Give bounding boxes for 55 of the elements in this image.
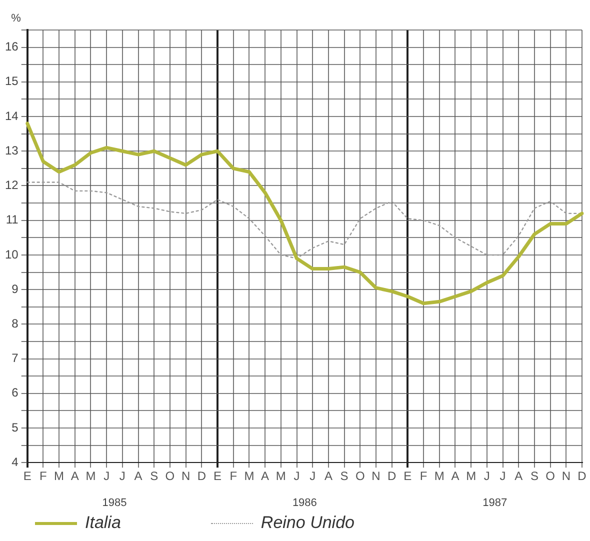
text: 1985: [102, 497, 127, 509]
x-tick-label: F: [40, 469, 47, 484]
x-tick-label: J: [500, 469, 506, 484]
x-tick-label: D: [578, 469, 587, 484]
x-tick-label: J: [484, 469, 490, 484]
x-tick-label: E: [23, 469, 32, 484]
x-tick-label: A: [134, 469, 142, 484]
y-tick-label: 16: [4, 40, 19, 54]
x-tick-label: M: [86, 469, 96, 484]
x-tick-label: M: [244, 469, 254, 484]
legend-label: Reino Unido: [260, 513, 354, 533]
legend-label: Italia: [85, 513, 121, 533]
y-axis-title: %: [11, 12, 22, 25]
x-tick-label: D: [388, 469, 396, 484]
y-tick-label: 4: [12, 454, 19, 469]
x-tick-label: J: [294, 469, 300, 484]
x-tick-label: A: [451, 469, 460, 484]
x-tick-label: S: [530, 469, 538, 484]
y-tick-label: 13: [4, 143, 19, 158]
text: 1987: [482, 497, 508, 509]
x-tick-label: J: [119, 469, 126, 484]
x-tick-label: N: [562, 469, 570, 484]
x-tick-label: A: [261, 469, 270, 484]
y-tick-label: 15: [4, 74, 19, 88]
x-tick-label: M: [434, 469, 444, 484]
x-tick-label: S: [150, 469, 158, 484]
x-tick-label: E: [214, 469, 222, 484]
x-tick-label: F: [230, 469, 238, 484]
x-tick-label: O: [546, 469, 555, 484]
x-tick-label: E: [404, 469, 412, 484]
x-tick-label: F: [420, 469, 428, 484]
x-tick-label: A: [324, 469, 332, 484]
x-tick-label: O: [355, 469, 365, 484]
x-tick-label: J: [104, 469, 110, 484]
y-tick-label: 5: [12, 420, 19, 434]
y-tick-label: 10: [4, 247, 19, 262]
x-tick-label: O: [165, 469, 175, 484]
y-tick-label: 12: [4, 178, 19, 192]
x-tick-label: D: [197, 469, 206, 484]
y-tick-label: 8: [12, 316, 19, 330]
x-tick-label: M: [466, 469, 476, 484]
y-tick-label: 11: [6, 212, 19, 227]
x-tick-label: M: [54, 469, 64, 484]
y-tick-label: 7: [12, 351, 19, 366]
x-tick-label: J: [310, 469, 316, 484]
y-tick-label: 6: [12, 386, 19, 400]
x-tick-label: S: [340, 469, 348, 484]
y-tick-label: 9: [12, 282, 19, 296]
x-tick-label: A: [70, 469, 79, 484]
x-tick-label: M: [276, 469, 286, 484]
y-tick-label: 14: [4, 108, 19, 123]
x-tick-label: N: [372, 469, 380, 484]
x-tick-label: N: [181, 469, 190, 484]
x-tick-label: A: [514, 469, 523, 484]
text: 1986: [292, 497, 317, 509]
